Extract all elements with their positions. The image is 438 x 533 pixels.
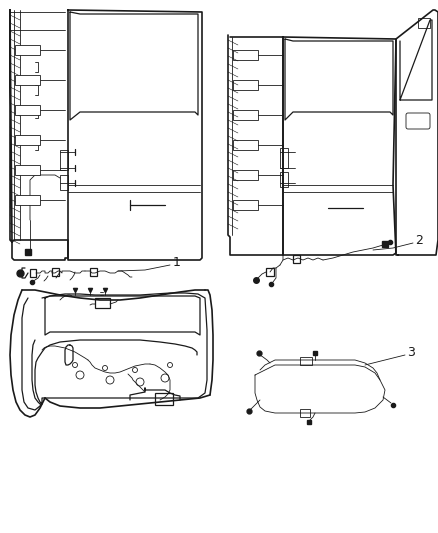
Text: 2: 2 [415, 235, 423, 247]
Bar [280, 148, 288, 168]
Text: 1: 1 [173, 256, 181, 270]
Bar [15, 105, 40, 115]
Bar [233, 50, 258, 60]
Text: 3: 3 [407, 346, 415, 359]
Bar [300, 409, 310, 417]
Bar [266, 268, 274, 276]
Ellipse shape [133, 367, 138, 373]
Bar [280, 172, 288, 187]
Bar [233, 80, 258, 90]
Ellipse shape [106, 376, 114, 384]
Bar [60, 175, 68, 190]
Ellipse shape [102, 366, 107, 370]
Bar [233, 200, 258, 210]
Bar [90, 268, 97, 276]
Ellipse shape [73, 362, 78, 367]
Bar [233, 110, 258, 120]
Bar [233, 140, 258, 150]
Bar [52, 268, 59, 276]
Bar [293, 255, 300, 263]
Bar [233, 170, 258, 180]
Bar [15, 75, 40, 85]
Bar [15, 195, 40, 205]
Bar [30, 269, 36, 277]
Ellipse shape [161, 374, 169, 382]
Bar [60, 150, 68, 170]
Bar [300, 357, 312, 365]
Bar [15, 165, 40, 175]
Bar [15, 45, 40, 55]
Bar [15, 135, 40, 145]
Ellipse shape [76, 371, 84, 379]
Bar [155, 393, 173, 405]
Bar [95, 298, 110, 308]
Ellipse shape [167, 362, 173, 367]
FancyBboxPatch shape [406, 113, 430, 129]
Bar [418, 18, 430, 28]
Ellipse shape [136, 378, 144, 386]
